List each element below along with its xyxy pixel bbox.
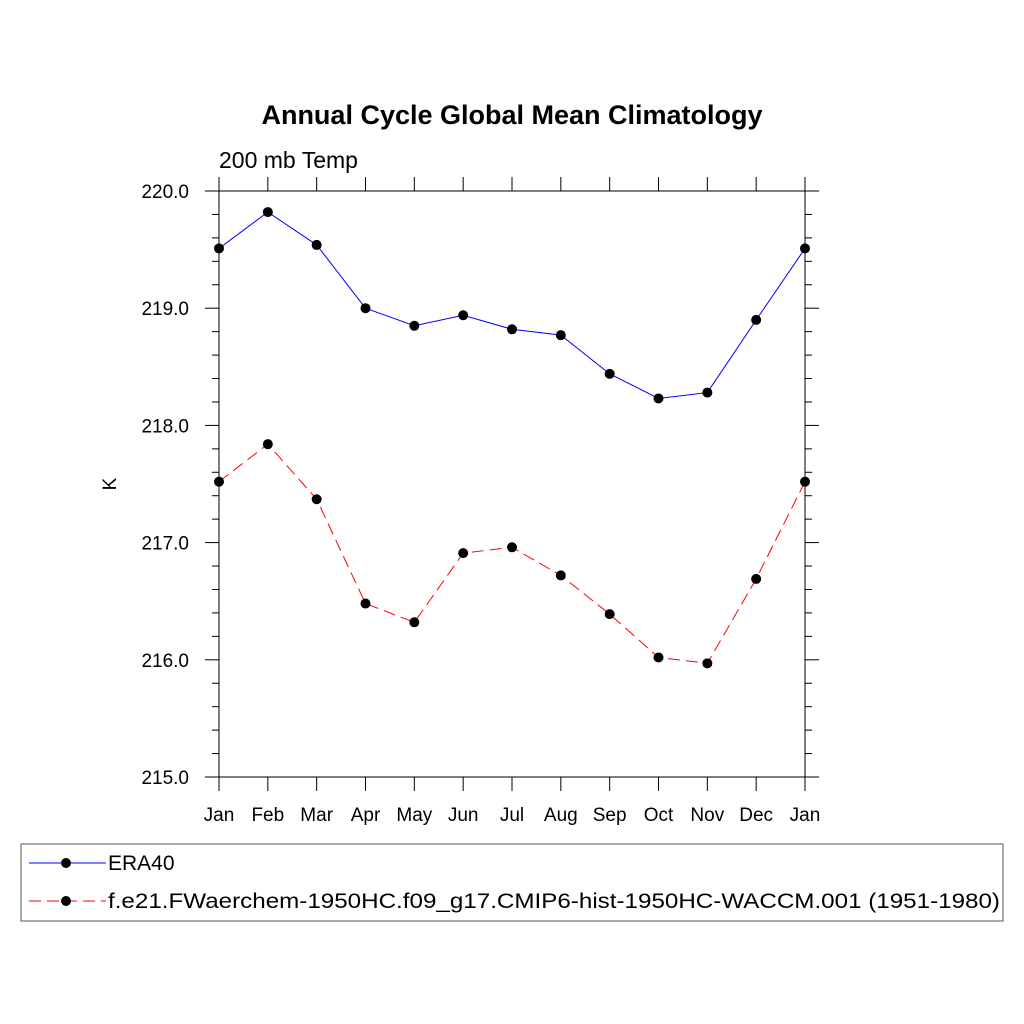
series-0-point [262,207,273,218]
x-tick-label: Mar [300,805,333,826]
series-1-point [458,548,469,559]
x-tick-labels: Jan Feb Mar Apr May Jun Jul Aug Sep Oct Nov Dec Jan [204,805,821,826]
series-0-point [604,368,615,379]
legend-label-model: f.e21.FWaerchem-1950HC.f09_g17.CMIP6-his… [108,890,1000,913]
series-1-point [751,573,762,584]
chart-subtitle: 200 mb Temp [219,147,358,173]
series-1-point [360,598,371,609]
x-tick-label: Jun [448,805,479,826]
legend-label-era40: ERA40 [108,852,175,875]
chart-title: Annual Cycle Global Mean Climatology [261,100,762,130]
plot-frame [218,190,806,778]
series-1-point [800,476,810,487]
series-line-1 [218,443,806,664]
series-0-point [800,243,810,254]
y-tick-label: 219.0 [141,299,189,320]
series-1-point [262,439,273,450]
series-1-point [653,652,664,663]
series-1-point [507,542,517,553]
x-tick-label: Feb [251,805,284,826]
y-axis-label: K [100,477,121,490]
legend-marker-model [61,896,71,906]
x-tick-label: Apr [351,805,381,826]
series-1-point [555,570,566,581]
series-0-point [751,314,762,325]
legend: ERA40 f.e21.FWaerchem-1950HC.f09_g17.CMI… [20,843,1004,922]
x-tick-label: Dec [739,805,773,826]
x-tick-label: Jan [790,805,821,826]
series-1-point [604,609,615,620]
series-0-point [214,243,224,254]
series-0-point [311,239,322,250]
series-0-point [507,324,517,335]
series-0-point [555,330,566,341]
y-tick-label: 216.0 [141,651,189,672]
y-tick-label: 218.0 [141,416,189,437]
x-tick-label: May [396,805,432,826]
series-1-point [214,476,224,487]
legend-frame [20,843,1004,922]
series-0-point [360,303,371,314]
y-tick-label: 220.0 [141,182,189,203]
x-tick-label: Jan [204,805,235,826]
series-0-point [653,393,664,404]
x-tick-label: Oct [644,805,674,826]
x-tick-label: Aug [544,805,578,826]
series-0-point [458,310,469,321]
series-1-point [409,617,420,628]
series-line-0 [218,211,806,399]
y-tick-label: 215.0 [141,768,189,789]
axis-ticks [205,177,819,791]
series-0-point [702,387,713,398]
series-1-point [311,494,322,505]
series-1-point [702,658,713,669]
series-0-point [409,320,420,331]
x-tick-label: Jul [500,805,524,826]
x-tick-label: Sep [593,805,627,826]
legend-marker-era40 [61,858,71,868]
series-group [214,207,810,669]
x-tick-label: Nov [690,805,724,826]
y-tick-labels: 215.0 216.0 217.0 218.0 219.0 220.0 [141,182,189,789]
y-tick-label: 217.0 [141,534,189,555]
